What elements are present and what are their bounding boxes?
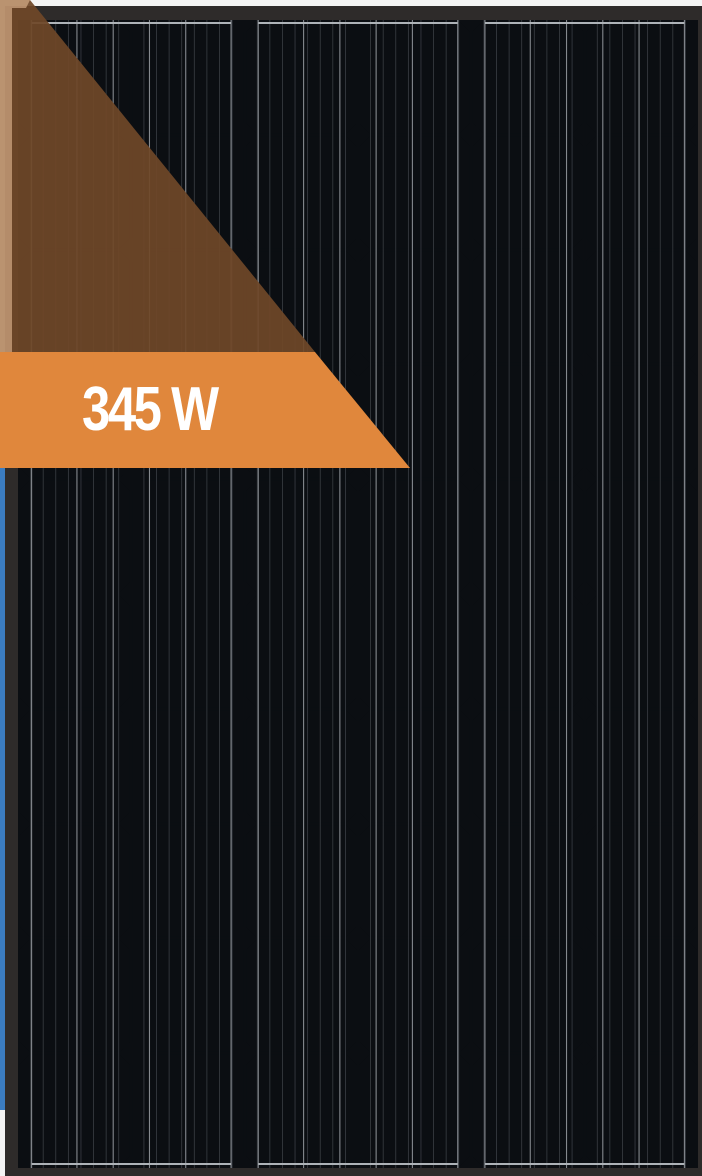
solar-cell bbox=[132, 710, 244, 823]
solar-cell bbox=[132, 1054, 244, 1167]
solar-cell bbox=[132, 480, 244, 593]
solar-cell bbox=[246, 136, 357, 249]
solar-cell bbox=[472, 1054, 584, 1167]
solar-cell bbox=[472, 595, 584, 708]
solar-cell bbox=[472, 939, 584, 1052]
solar-cell bbox=[472, 136, 584, 249]
solar-cell bbox=[359, 480, 470, 593]
solar-cell bbox=[132, 939, 244, 1052]
solar-cell bbox=[586, 939, 697, 1052]
solar-cell bbox=[472, 480, 584, 593]
solar-cell bbox=[472, 21, 584, 134]
wattage-badge bbox=[0, 352, 410, 468]
solar-cell bbox=[586, 1054, 697, 1167]
solar-cell bbox=[246, 595, 357, 708]
solar-cell bbox=[359, 595, 470, 708]
solar-cell bbox=[19, 480, 130, 593]
solar-cell bbox=[359, 825, 470, 937]
solar-cell bbox=[246, 825, 357, 937]
solar-cell bbox=[586, 825, 697, 937]
solar-cell bbox=[132, 825, 244, 937]
solar-cell bbox=[472, 710, 584, 823]
solar-cell bbox=[19, 825, 130, 937]
cell-fingers bbox=[30, 20, 686, 1168]
badge-fold-highlight bbox=[0, 0, 30, 352]
solar-cell bbox=[586, 480, 697, 593]
blue-background-strip bbox=[0, 460, 8, 1110]
solar-cell bbox=[359, 136, 470, 249]
solar-cell bbox=[472, 365, 584, 478]
solar-cell bbox=[359, 251, 470, 363]
solar-cell bbox=[132, 21, 244, 134]
solar-cell bbox=[586, 21, 697, 134]
badge-fold bbox=[0, 0, 315, 352]
solar-cell bbox=[359, 21, 470, 134]
solar-cell bbox=[359, 710, 470, 823]
solar-cell bbox=[132, 595, 244, 708]
solar-cell bbox=[19, 595, 130, 708]
solar-cell bbox=[359, 1054, 470, 1167]
solar-cell bbox=[586, 710, 697, 823]
solar-cell bbox=[19, 1054, 130, 1167]
solar-cell bbox=[19, 710, 130, 823]
solar-cell bbox=[359, 939, 470, 1052]
solar-cell bbox=[246, 939, 357, 1052]
wattage-label: 345 W bbox=[82, 375, 219, 444]
solar-cell bbox=[246, 21, 357, 134]
solar-cell bbox=[246, 480, 357, 593]
solar-cell bbox=[19, 939, 130, 1052]
solar-cell bbox=[472, 825, 584, 937]
solar-cell bbox=[586, 251, 697, 363]
solar-cell bbox=[246, 710, 357, 823]
solar-cell bbox=[472, 251, 584, 363]
solar-cell bbox=[586, 136, 697, 249]
solar-cell bbox=[586, 595, 697, 708]
solar-cell bbox=[586, 365, 697, 478]
solar-cell bbox=[246, 1054, 357, 1167]
